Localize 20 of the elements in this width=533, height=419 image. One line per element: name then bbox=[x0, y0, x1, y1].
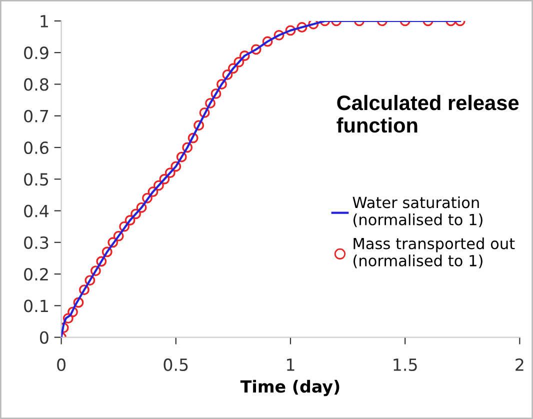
x-tick-label: 1 bbox=[287, 358, 294, 371]
x-axis-title: Time (day) bbox=[240, 380, 340, 396]
x-tick-label: 2 bbox=[516, 358, 524, 371]
x-tick-label: 1.5 bbox=[394, 358, 417, 372]
y-tick-label: 0.6 bbox=[24, 141, 48, 154]
x-tick-label: 0 bbox=[57, 358, 66, 372]
y-tick-label: 0.4 bbox=[24, 204, 49, 218]
y-tick-label: 0.3 bbox=[24, 236, 48, 249]
y-tick-label: 0 bbox=[40, 331, 48, 344]
y-tick-label: 0.2 bbox=[24, 268, 48, 281]
legend-label: Water saturation (normalised to 1) bbox=[352, 196, 482, 228]
annotation: Calculated release function bbox=[336, 94, 519, 133]
y-tick-label: 0.8 bbox=[24, 78, 48, 91]
y-tick-label: 0.7 bbox=[24, 110, 48, 122]
y-tick-label: 0.1 bbox=[24, 300, 48, 312]
legend-label: Mass transported out (normalised to 1) bbox=[354, 237, 515, 268]
x-tick-label: 0.5 bbox=[164, 358, 188, 372]
y-tick-label: 0.9 bbox=[24, 46, 48, 60]
y-tick-label: 0.5 bbox=[24, 173, 48, 186]
y-tick-label: 1 bbox=[40, 15, 48, 28]
